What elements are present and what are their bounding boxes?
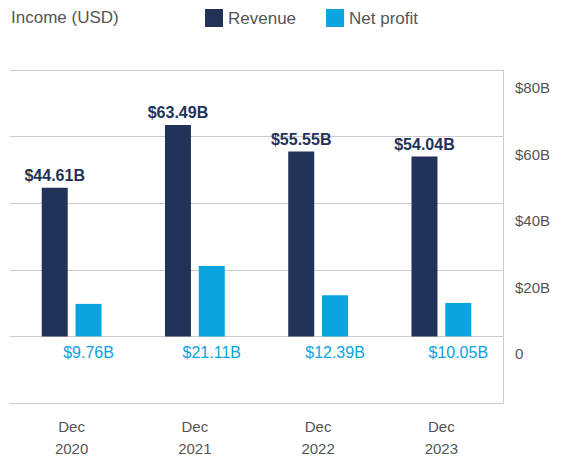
svg-text:Net profit: Net profit <box>349 9 418 28</box>
svg-text:Revenue: Revenue <box>228 9 296 28</box>
svg-text:2022: 2022 <box>301 440 334 457</box>
svg-text:$12.39B: $12.39B <box>305 344 365 361</box>
svg-text:2020: 2020 <box>55 440 88 457</box>
svg-text:Dec: Dec <box>305 418 332 435</box>
svg-text:$63.49B: $63.49B <box>148 104 209 121</box>
svg-text:$80B: $80B <box>515 79 550 96</box>
svg-text:2023: 2023 <box>425 440 458 457</box>
svg-text:$44.61B: $44.61B <box>24 167 85 184</box>
svg-text:$54.04B: $54.04B <box>394 136 455 153</box>
svg-text:Income (USD): Income (USD) <box>11 8 119 27</box>
svg-text:$10.05B: $10.05B <box>428 344 488 361</box>
svg-text:$60B: $60B <box>515 146 550 163</box>
svg-text:$55.55B: $55.55B <box>271 131 332 148</box>
svg-text:Dec: Dec <box>58 418 85 435</box>
svg-text:$21.11B: $21.11B <box>183 344 241 361</box>
svg-text:$9.76B: $9.76B <box>63 344 114 361</box>
svg-text:Dec: Dec <box>428 418 455 435</box>
svg-text:Dec: Dec <box>182 418 209 435</box>
svg-text:0: 0 <box>515 345 523 362</box>
svg-text:$40B: $40B <box>515 212 550 229</box>
svg-text:$20B: $20B <box>515 279 550 296</box>
svg-text:2021: 2021 <box>178 440 211 457</box>
